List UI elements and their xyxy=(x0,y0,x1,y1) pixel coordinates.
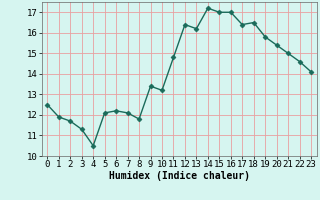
X-axis label: Humidex (Indice chaleur): Humidex (Indice chaleur) xyxy=(109,171,250,181)
